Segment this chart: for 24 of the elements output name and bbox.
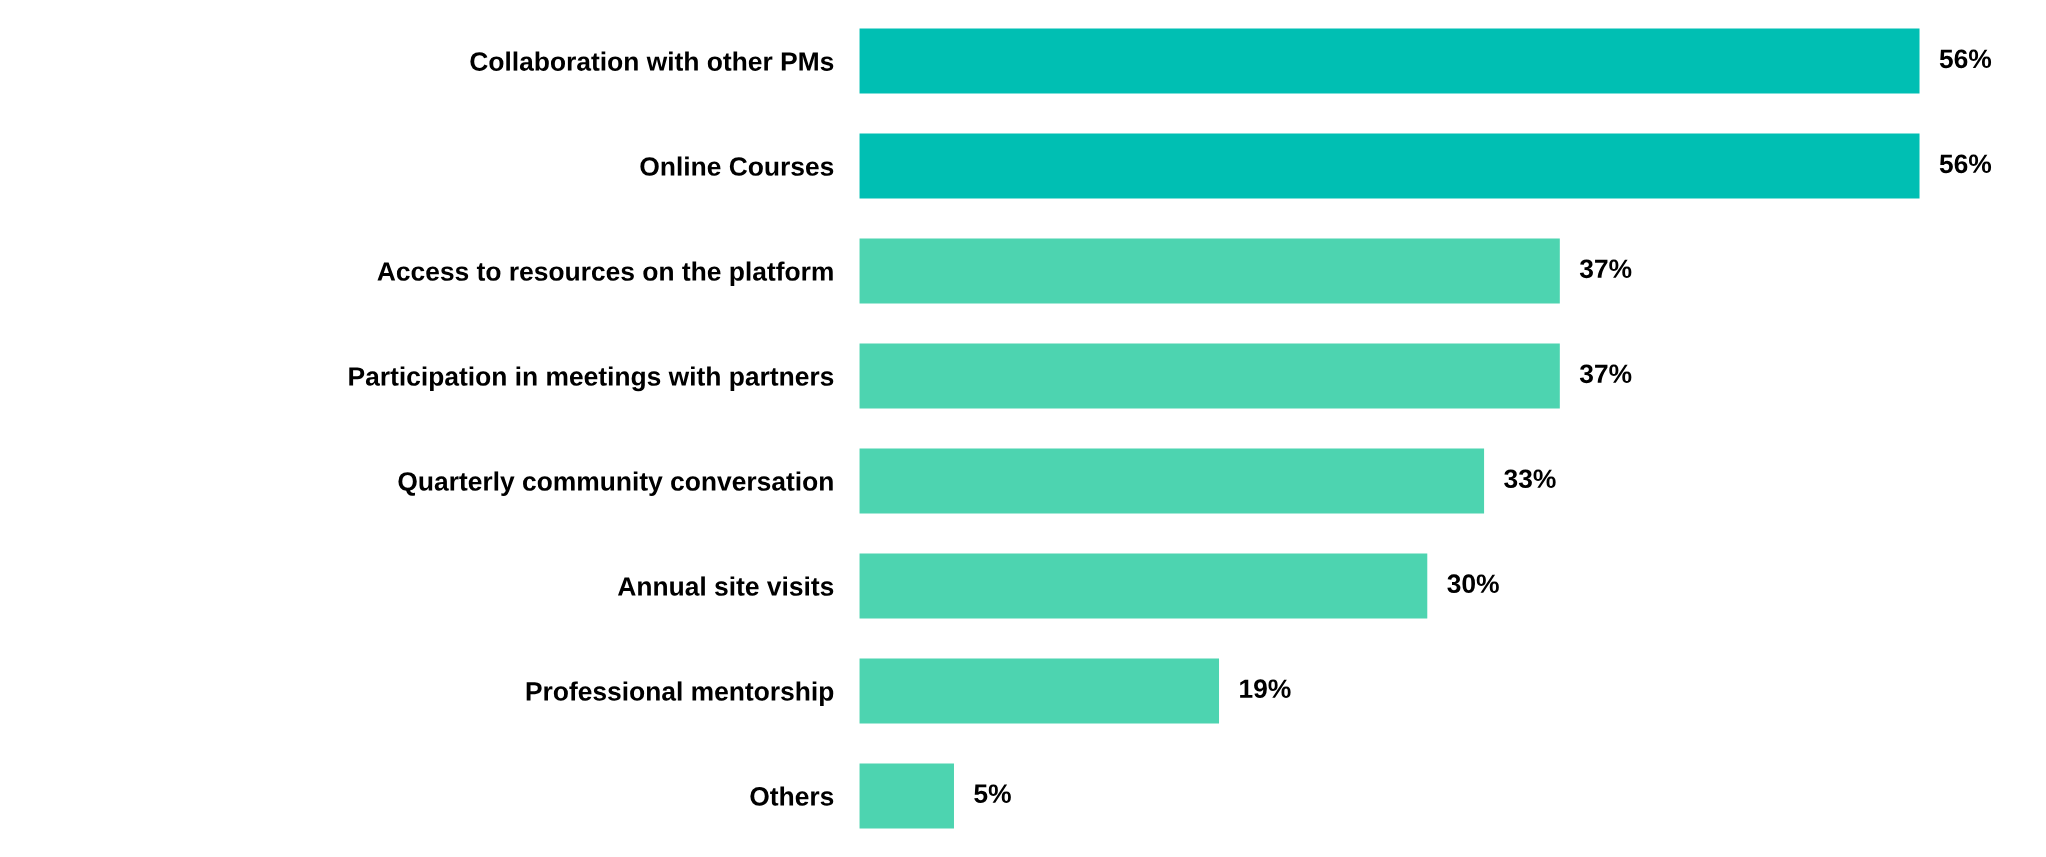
data-label: 37% xyxy=(1579,364,1632,384)
y-tick-label: Quarterly community conversation xyxy=(398,471,833,497)
y-tick-label: Access to resources on the platform xyxy=(377,261,833,287)
bar xyxy=(859,658,1220,724)
y-tick-label: Collaboration with other PMs xyxy=(470,51,834,71)
y-tick-label: Annual site visits xyxy=(617,576,834,596)
bar xyxy=(859,448,1485,514)
bar xyxy=(859,28,1920,94)
bar xyxy=(859,238,1560,304)
y-tick-label: Others xyxy=(750,786,834,806)
y-tick-label: Online Courses xyxy=(640,156,834,176)
data-label: 33% xyxy=(1504,469,1556,489)
y-tick-label: Participation in meetings with partners xyxy=(349,366,834,392)
data-label: 37% xyxy=(1579,259,1632,279)
bar xyxy=(859,763,954,829)
bar xyxy=(859,133,1920,199)
data-label: 30% xyxy=(1447,574,1499,594)
y-tick-label: Professional mentorship xyxy=(526,681,834,706)
bar xyxy=(859,553,1428,619)
data-label: 5% xyxy=(974,784,1011,804)
bar xyxy=(859,343,1560,409)
data-label: 56% xyxy=(1939,49,1992,69)
data-label: 19% xyxy=(1240,679,1291,699)
data-label: 56% xyxy=(1939,154,1992,174)
